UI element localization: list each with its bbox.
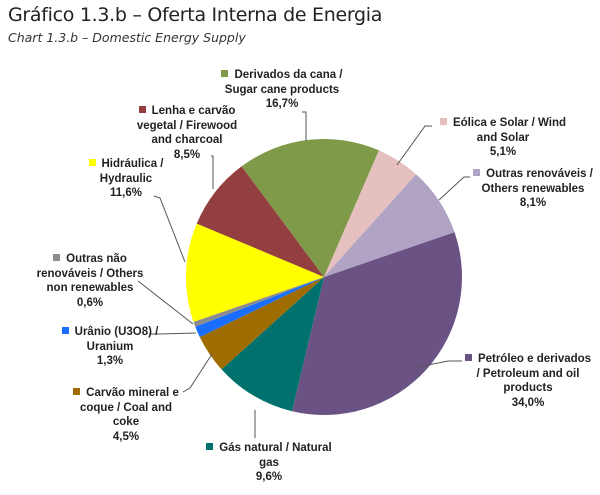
leader-line-wind-solar — [396, 125, 432, 166]
label-firewood: Lenha e carvão vegetal / Firewood and ch… — [136, 105, 238, 161]
legend-swatch-uranium — [61, 327, 69, 334]
pie-slice-uranium — [195, 277, 324, 338]
leader-line-other-nonrenew — [137, 280, 194, 325]
legend-swatch-firewood — [138, 106, 146, 113]
leader-line-petroleum — [417, 360, 462, 368]
chart-title: Gráfico 1.3.b – Oferta Interna de Energi… — [8, 4, 383, 26]
chart-subtitle: Chart 1.3.b – Domestic Energy Supply — [8, 30, 246, 45]
legend-swatch-sugar-cane — [221, 70, 229, 77]
legend-swatch-hydraulic — [88, 159, 96, 166]
leader-line-firewood — [211, 155, 214, 189]
legend-swatch-other-renewables — [473, 169, 481, 176]
label-natural-gas: Gás natural / Natural gas 9,6% — [196, 441, 342, 485]
pie-slice-hydraulic — [186, 223, 324, 322]
label-other-renewables: Outras renováveis / Others renewables 8,… — [466, 167, 600, 211]
pie-slice-others-renewables — [324, 174, 455, 277]
leader-line-other-renew — [438, 176, 470, 201]
legend-swatch-natural-gas — [206, 443, 214, 450]
legend-swatch-coal — [73, 388, 81, 395]
pie-slice-firewood-and-charcoal — [196, 166, 324, 277]
legend-swatch-petroleum — [464, 354, 472, 361]
label-sugar-cane: Derivados da cana / Sugar cane products … — [202, 68, 362, 112]
pie-slice-coal-and-coke — [199, 277, 324, 370]
pie-slice-sugar-cane-products — [241, 139, 379, 277]
label-coal: Carvão mineral e coque / Coal and coke 4… — [66, 386, 186, 444]
legend-swatch-wind-solar — [439, 118, 447, 125]
pie-slice-petroleum-and-oil-products — [292, 232, 462, 415]
legend-swatch-other-nonrenewables — [53, 254, 61, 261]
pie-slice-natural-gas — [221, 277, 324, 412]
label-wind-solar: Eólica e Solar / Wind and Solar 5,1% — [428, 116, 578, 160]
label-uranium: Urânio (U3O8) / Uranium 1,3% — [52, 325, 168, 369]
label-petroleum: Petróleo e derivados / Petroleum and oil… — [458, 352, 598, 410]
leader-line-sugarcane — [302, 111, 307, 141]
leader-lines — [137, 111, 470, 438]
pie-slice-others-non-renewables — [193, 277, 324, 327]
label-hydraulic: Hidráulica / Hydraulic 11,6% — [66, 157, 186, 201]
label-other-nonrenewables: Outras não renováveis / Others non renew… — [36, 253, 144, 309]
pie-slice-wind-and-solar — [324, 150, 417, 277]
pie-slices — [186, 139, 462, 415]
leader-line-uranium — [149, 332, 197, 335]
leader-line-coal — [182, 353, 213, 393]
leader-line-hydraulic — [153, 195, 186, 263]
